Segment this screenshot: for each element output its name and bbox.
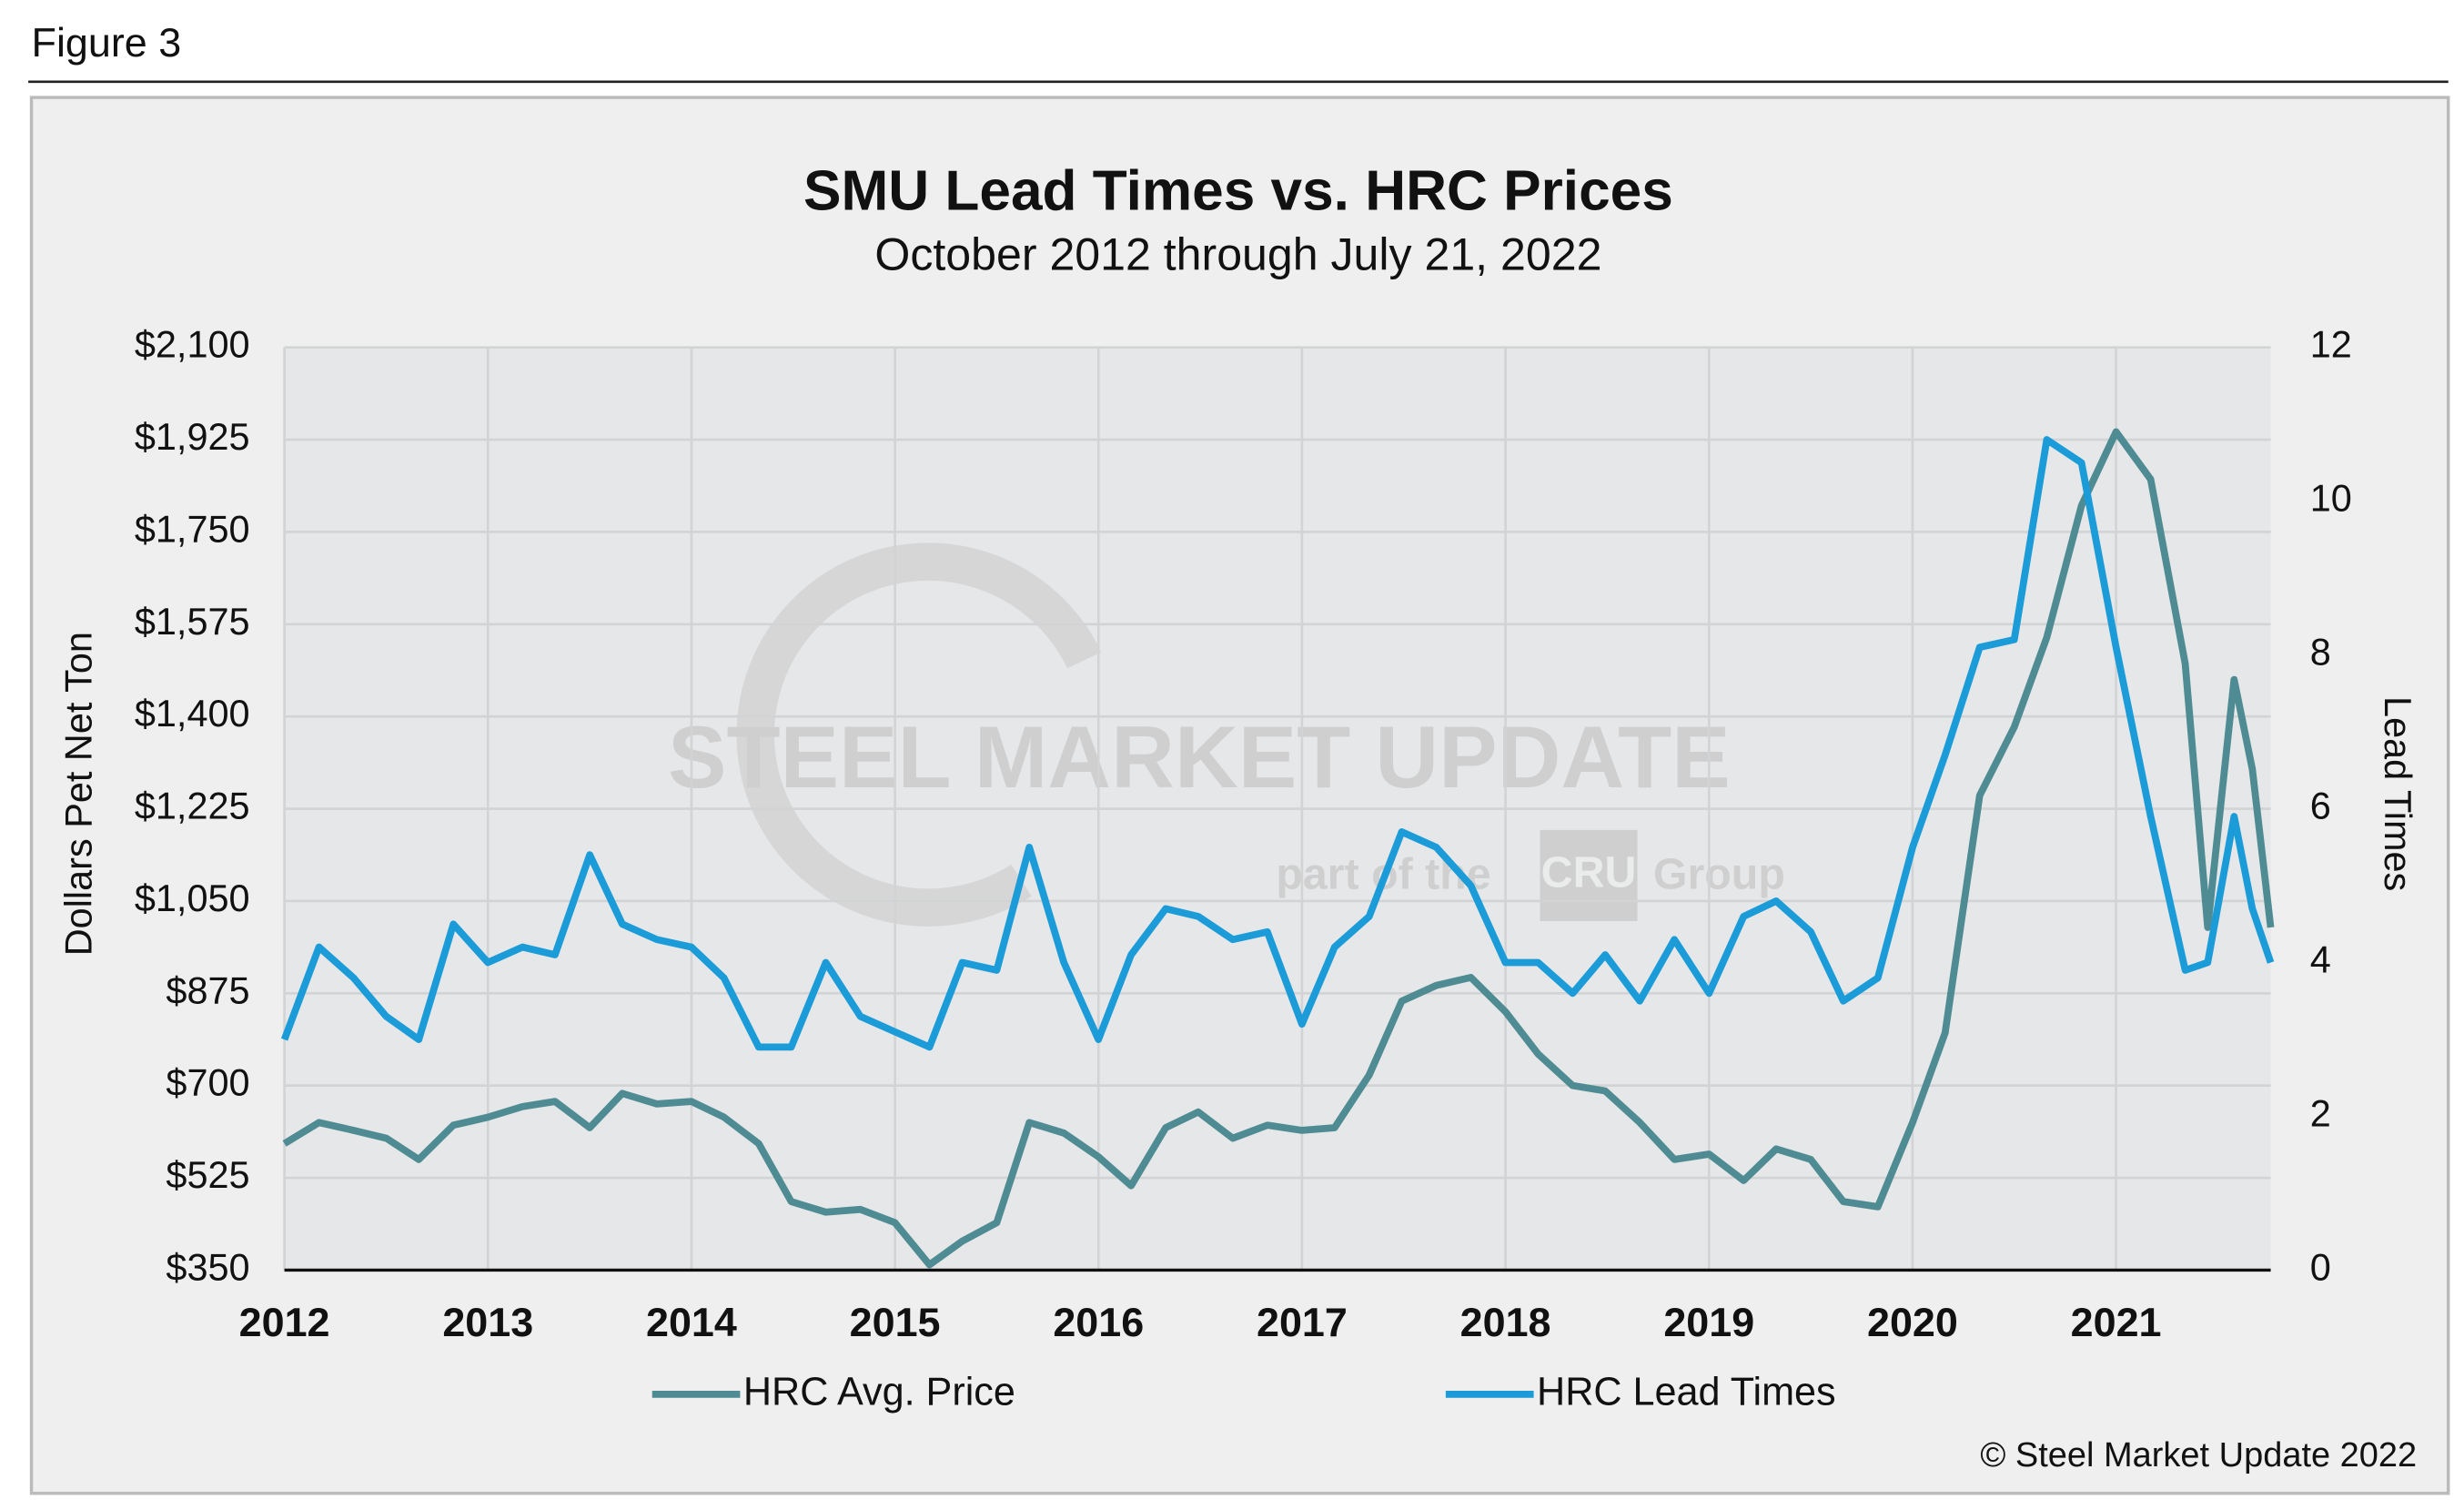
x-tick-label: 2021 — [2071, 1299, 2162, 1345]
y-tick-label: $350 — [166, 1245, 249, 1288]
x-tick-label: 2018 — [1460, 1299, 1551, 1345]
x-tick-label: 2013 — [442, 1299, 533, 1345]
y-tick-label: $1,750 — [135, 507, 250, 550]
watermark-box — [1540, 829, 1638, 922]
y-axis-label: Dollars Pet Net Ton — [57, 632, 100, 956]
y2-tick-label: 12 — [2310, 323, 2352, 366]
y-tick-label: $875 — [166, 968, 249, 1011]
x-tick-label: 2017 — [1257, 1299, 1348, 1345]
x-tick-label: 2014 — [646, 1299, 737, 1345]
watermark-brand: CRU — [1541, 848, 1637, 897]
chart-title: SMU Lead Times vs. HRC Prices — [803, 160, 1673, 223]
series-line — [282, 428, 2275, 1269]
y-tick-label: $1,575 — [135, 600, 250, 643]
y2-tick-label: 0 — [2310, 1245, 2331, 1288]
legend-label: HRC Lead Times — [1537, 1370, 1836, 1414]
x-tick-label: 2012 — [239, 1299, 330, 1345]
y-tick-label: $1,225 — [135, 785, 250, 827]
watermark: STEEL MARKET UPDATE part of the CRU Grou… — [668, 542, 1785, 927]
y-tick-label: $1,400 — [135, 692, 250, 735]
y2-tick-label: 6 — [2310, 785, 2331, 827]
series-line — [280, 436, 2275, 1051]
y2-axis-label: Lead Times — [2377, 696, 2419, 891]
y-tick-label: $525 — [166, 1153, 249, 1196]
y-tick-label: $1,050 — [135, 877, 250, 919]
y2-tick-label: 4 — [2310, 937, 2331, 980]
y2-tick-label: 8 — [2310, 631, 2331, 674]
y-tick-label: $700 — [166, 1061, 249, 1104]
y-tick-label: $2,100 — [135, 323, 250, 366]
figure-label: Figure 3 — [32, 19, 182, 66]
y2-tick-label: 2 — [2310, 1091, 2331, 1134]
x-tick-label: 2016 — [1053, 1299, 1144, 1345]
x-tick-label: 2020 — [1867, 1299, 1958, 1345]
chart-subtitle: October 2012 through July 21, 2022 — [874, 228, 1601, 279]
copyright: © Steel Market Update 2022 — [1980, 1436, 2417, 1475]
watermark-group: Group — [1653, 849, 1785, 898]
y2-tick-label: 10 — [2310, 477, 2352, 520]
legend-label: HRC Avg. Price — [743, 1370, 1015, 1414]
y-tick-label: $1,925 — [135, 415, 250, 458]
watermark-name: STEEL MARKET UPDATE — [668, 708, 1731, 806]
x-tick-label: 2015 — [850, 1299, 941, 1345]
x-tick-label: 2019 — [1663, 1299, 1754, 1345]
